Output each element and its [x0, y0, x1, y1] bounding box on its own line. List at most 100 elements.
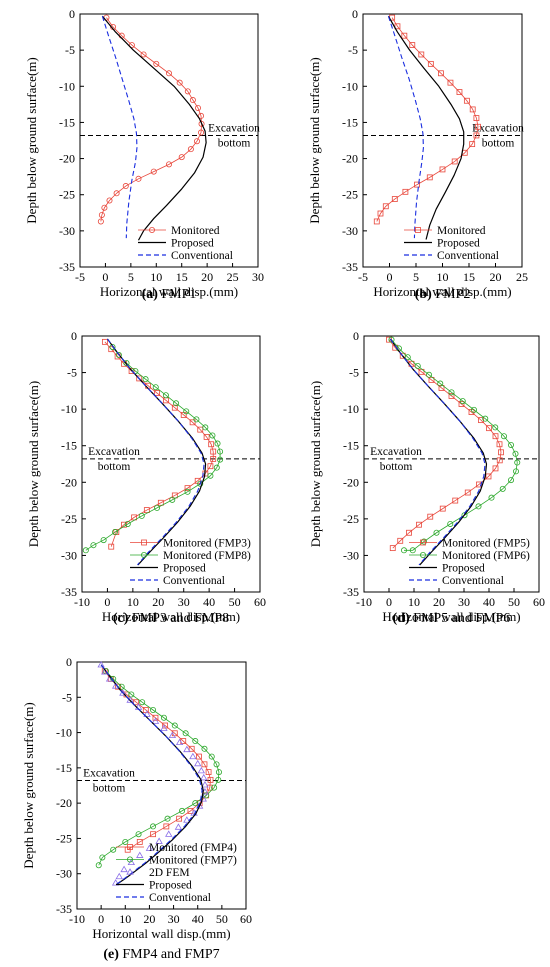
annotation-bottom: bottom: [380, 461, 413, 473]
data-point: [115, 352, 122, 359]
data-point: [202, 424, 209, 431]
x-tick-label: 0: [98, 912, 104, 926]
data-point: [187, 146, 194, 153]
data-point: [439, 505, 446, 512]
y-tick-label: -10: [59, 79, 75, 93]
legend: Monitored (FMP4)Monitored (FMP7)2D FEMPr…: [116, 842, 237, 904]
legend-item: Monitored (FMP4): [116, 842, 237, 854]
data-point: [143, 710, 151, 717]
panel-caption: (b) FMP2: [415, 287, 471, 302]
data-point: [183, 408, 190, 415]
data-point: [194, 104, 201, 111]
data-point: [215, 769, 222, 776]
data-point: [160, 714, 167, 721]
caption-letter: (a): [142, 287, 159, 302]
data-point: [119, 689, 127, 696]
data-point: [464, 489, 471, 496]
series-monitored-fmp3: [101, 338, 217, 550]
legend-marker: [126, 868, 134, 875]
legend-item: Conventional: [409, 575, 504, 587]
data-point: [197, 766, 206, 774]
data-point: [178, 154, 185, 161]
data-point: [197, 480, 204, 487]
data-point: [211, 784, 218, 791]
data-point: [377, 210, 384, 217]
data-point: [128, 42, 135, 49]
y-tick-label: -15: [59, 115, 75, 129]
x-tick-label: 20: [152, 595, 164, 609]
x-tick-label: -5: [358, 270, 368, 284]
data-point: [171, 722, 178, 729]
x-axis-label: Horizontal wall disp.(mm): [373, 284, 511, 299]
y-tick-label: 0: [353, 329, 359, 343]
data-point: [402, 188, 409, 195]
data-point: [439, 166, 446, 173]
legend-marker: [127, 844, 133, 850]
data-point: [169, 496, 176, 503]
x-tick-label: 40: [192, 912, 204, 926]
legend-item: Conventional: [130, 575, 225, 587]
y-tick-label: 0: [66, 655, 72, 669]
legend-item: Proposed: [138, 238, 214, 250]
data-point: [194, 759, 202, 767]
data-point: [163, 823, 170, 830]
data-point: [196, 753, 202, 760]
data-point: [207, 776, 214, 783]
legend-label: Proposed: [442, 563, 485, 575]
legend-item: Monitored (FMP7): [116, 855, 237, 867]
data-point: [118, 683, 125, 690]
legend-item: Proposed: [409, 563, 485, 575]
data-point: [482, 415, 489, 422]
data-point: [110, 846, 117, 853]
data-point: [101, 204, 108, 211]
data-point: [100, 537, 107, 544]
data-point: [143, 507, 150, 513]
data-point: [400, 547, 407, 554]
data-point: [210, 455, 217, 462]
y-tick-label: -15: [342, 115, 358, 129]
series-line: [388, 339, 502, 549]
data-point: [488, 494, 495, 501]
data-point: [418, 51, 425, 58]
data-point: [456, 89, 463, 95]
data-point: [401, 32, 408, 39]
data-point: [452, 497, 459, 504]
series-monitored: [373, 14, 481, 225]
data-point: [217, 456, 224, 463]
data-point: [179, 807, 186, 814]
x-tick-label: 60: [240, 912, 252, 926]
data-point: [112, 529, 119, 536]
data-point: [120, 865, 128, 873]
data-point: [192, 738, 199, 745]
data-point: [382, 203, 389, 210]
legend-item: Proposed: [116, 880, 192, 892]
series-conventional: [387, 15, 424, 239]
data-point: [203, 434, 210, 440]
x-tick-label: -5: [75, 270, 85, 284]
annotation-bottom: bottom: [218, 137, 251, 149]
data-point: [183, 816, 191, 823]
data-point: [463, 97, 470, 104]
legend: Monitored (FMP5)Monitored (FMP6)Proposed…: [409, 538, 530, 587]
data-point: [213, 464, 220, 471]
data-point: [165, 161, 172, 168]
data-point: [428, 376, 435, 383]
annotation-excavation: Excavation: [88, 446, 140, 458]
x-tick-label: 30: [168, 912, 180, 926]
legend-marker: [141, 539, 147, 546]
legend-item: 2D FEM: [126, 867, 190, 879]
data-point: [133, 699, 140, 706]
data-point: [469, 106, 476, 113]
data-point: [136, 375, 143, 382]
data-point: [389, 545, 396, 552]
series-monitored-fmp6: [388, 336, 521, 554]
plot-frame: [363, 335, 540, 593]
data-point: [209, 432, 216, 439]
data-point: [123, 360, 130, 367]
data-point: [183, 745, 191, 753]
caption-letter: (b): [415, 287, 432, 302]
legend-item: Monitored (FMP5): [409, 538, 530, 550]
data-point: [124, 520, 131, 527]
data-point: [213, 761, 220, 768]
